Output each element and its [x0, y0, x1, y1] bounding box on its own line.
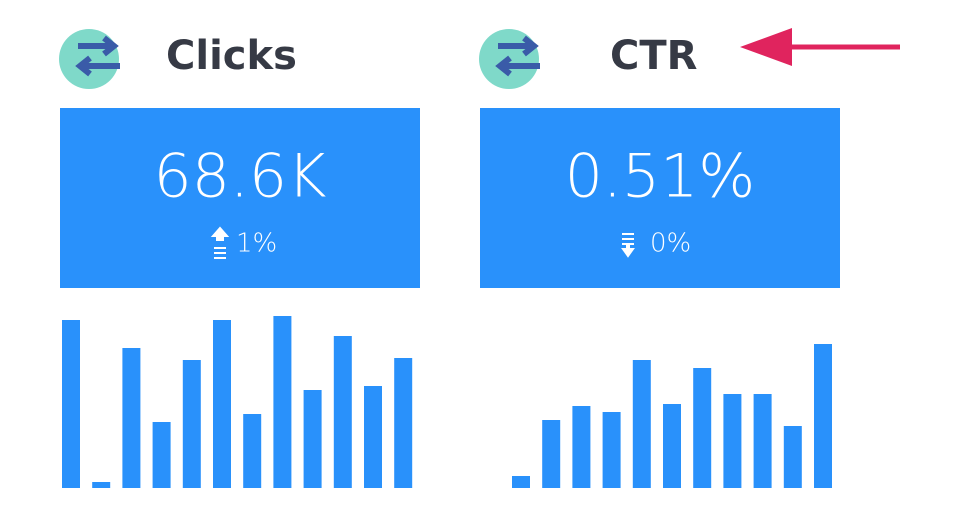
bar	[542, 420, 561, 488]
kpi-value: 0.51%	[565, 142, 756, 212]
bar	[723, 394, 742, 488]
bar	[92, 482, 111, 488]
kpi-change: 1%	[236, 229, 277, 259]
annotation-arrowhead	[740, 28, 792, 66]
bar	[243, 414, 262, 488]
kpi-box	[60, 108, 420, 288]
bar	[783, 426, 802, 488]
bar	[152, 422, 171, 488]
bar	[364, 386, 382, 488]
icon-arrow	[498, 35, 539, 57]
bar	[62, 320, 80, 488]
widget-header: CTR	[479, 29, 697, 89]
bar	[572, 406, 591, 488]
change-up-icon	[210, 226, 230, 259]
widget-title: Clicks	[166, 33, 297, 79]
bar	[182, 360, 201, 488]
bar	[394, 358, 413, 488]
bar	[602, 412, 621, 488]
bar	[663, 404, 681, 488]
widget-title: CTR	[610, 33, 697, 79]
bar	[303, 390, 322, 488]
bar	[122, 348, 141, 488]
icon-arrow	[78, 35, 119, 57]
bar	[814, 344, 832, 488]
bar	[273, 316, 292, 488]
kpi-change: 0%	[650, 229, 691, 259]
widget-header: Clicks	[59, 29, 297, 89]
icon-arrow	[75, 55, 120, 77]
icon-arrow	[495, 55, 540, 77]
bar	[333, 336, 352, 488]
bar	[213, 320, 231, 488]
change-down-icon	[621, 233, 635, 258]
kpi-box	[480, 108, 840, 288]
bar	[632, 360, 651, 488]
bar	[693, 368, 712, 488]
bar	[753, 394, 772, 488]
kpi-value: 68.6K	[154, 142, 327, 212]
bar	[512, 476, 530, 488]
